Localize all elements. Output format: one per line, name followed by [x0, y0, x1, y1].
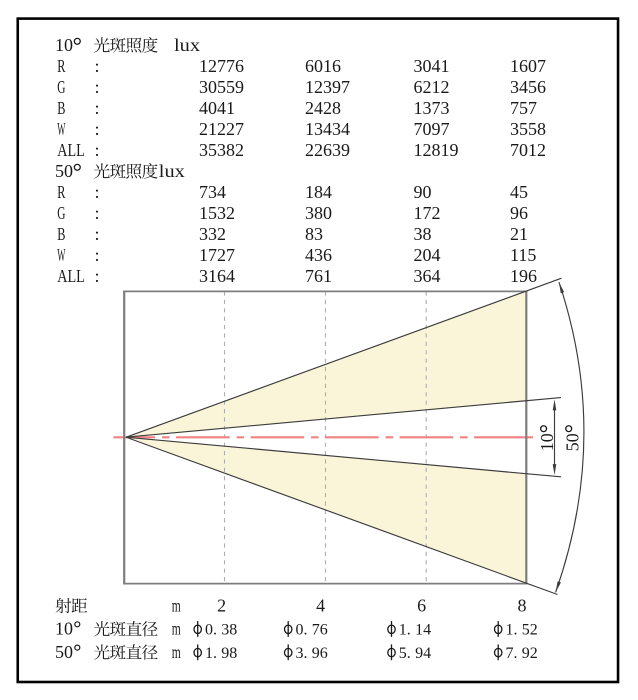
- svg-text::: :: [95, 140, 100, 160]
- svg-text:4041: 4041: [199, 98, 235, 118]
- svg-text:1607: 1607: [510, 56, 546, 76]
- svg-text::: :: [95, 266, 100, 286]
- svg-text::: :: [95, 203, 100, 223]
- svg-text:96: 96: [510, 203, 528, 223]
- svg-text:3164: 3164: [199, 266, 235, 286]
- svg-text:G: G: [57, 203, 65, 223]
- svg-text:1.98: 1. 98: [205, 645, 237, 662]
- svg-text:22639: 22639: [305, 140, 350, 160]
- svg-text:4: 4: [316, 595, 325, 615]
- svg-text:13434: 13434: [305, 119, 350, 139]
- svg-text::: :: [95, 77, 100, 97]
- svg-text:8: 8: [518, 595, 527, 615]
- svg-text::: :: [95, 119, 100, 139]
- svg-text:12776: 12776: [199, 56, 244, 76]
- svg-text:0.76: 0. 76: [296, 622, 328, 639]
- svg-text:m: m: [172, 595, 181, 615]
- svg-text:6212: 6212: [414, 77, 450, 97]
- svg-text:90: 90: [414, 182, 432, 202]
- svg-text:45: 45: [510, 182, 528, 202]
- svg-text:m: m: [172, 619, 181, 639]
- svg-text:21: 21: [510, 224, 528, 244]
- svg-text:7.92: 7. 92: [506, 645, 538, 662]
- svg-text:3558: 3558: [510, 119, 546, 139]
- svg-text:184: 184: [305, 182, 332, 202]
- svg-text:3456: 3456: [510, 77, 546, 97]
- svg-text:W: W: [57, 119, 65, 139]
- svg-text:172: 172: [414, 203, 441, 223]
- svg-text:757: 757: [510, 98, 537, 118]
- svg-text:38: 38: [414, 224, 432, 244]
- svg-text:10: 10: [55, 35, 73, 55]
- svg-text:1532: 1532: [199, 203, 235, 223]
- svg-text:35382: 35382: [199, 140, 244, 160]
- svg-text:2428: 2428: [305, 98, 341, 118]
- svg-text:12819: 12819: [414, 140, 459, 160]
- svg-text:B: B: [57, 98, 65, 118]
- svg-text:436: 436: [305, 245, 332, 265]
- svg-text:1727: 1727: [199, 245, 235, 265]
- svg-text::: :: [95, 98, 100, 118]
- svg-text:R: R: [57, 56, 65, 76]
- svg-text:G: G: [57, 77, 65, 97]
- svg-text:3.96: 3. 96: [296, 645, 328, 662]
- svg-text:B: B: [57, 224, 65, 244]
- svg-text:0.38: 0. 38: [205, 622, 237, 639]
- svg-text::: :: [95, 224, 100, 244]
- svg-text:196: 196: [510, 266, 537, 286]
- svg-text:83: 83: [305, 224, 323, 244]
- svg-text:10: 10: [537, 433, 557, 451]
- svg-text:50: 50: [55, 161, 73, 181]
- svg-text::: :: [95, 56, 100, 76]
- svg-text:30559: 30559: [199, 77, 244, 97]
- svg-text:12397: 12397: [305, 77, 350, 97]
- svg-text:ALL: ALL: [57, 266, 85, 286]
- svg-text:1.14: 1. 14: [399, 622, 431, 639]
- svg-text::: :: [95, 182, 100, 202]
- svg-text:10: 10: [55, 619, 73, 639]
- svg-text:6016: 6016: [305, 56, 341, 76]
- svg-text:W: W: [57, 245, 65, 265]
- svg-text:380: 380: [305, 203, 332, 223]
- svg-text:364: 364: [414, 266, 441, 286]
- svg-text:21227: 21227: [199, 119, 244, 139]
- svg-text:lux: lux: [174, 35, 200, 55]
- svg-text:5.94: 5. 94: [399, 645, 431, 662]
- svg-text:734: 734: [199, 182, 226, 202]
- svg-text:m: m: [172, 642, 181, 662]
- svg-text:lux: lux: [159, 161, 185, 181]
- svg-text:332: 332: [199, 224, 226, 244]
- svg-text:6: 6: [417, 595, 426, 615]
- svg-text:204: 204: [414, 245, 441, 265]
- svg-text:1373: 1373: [414, 98, 450, 118]
- svg-text:1.52: 1. 52: [506, 622, 538, 639]
- svg-text:7012: 7012: [510, 140, 546, 160]
- svg-text::: :: [95, 245, 100, 265]
- svg-text:ALL: ALL: [57, 140, 85, 160]
- svg-text:2: 2: [217, 595, 226, 615]
- svg-text:R: R: [57, 182, 65, 202]
- svg-text:7097: 7097: [414, 119, 450, 139]
- svg-text:50: 50: [562, 433, 582, 451]
- svg-text:50: 50: [55, 642, 73, 662]
- svg-text:761: 761: [305, 266, 332, 286]
- svg-text:115: 115: [510, 245, 536, 265]
- svg-text:3041: 3041: [414, 56, 450, 76]
